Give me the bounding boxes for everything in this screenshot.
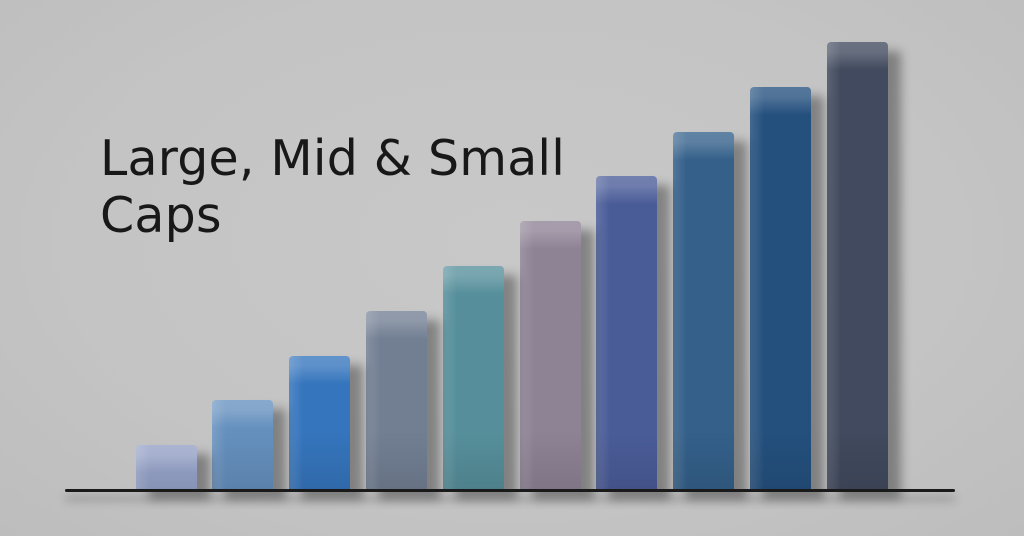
bar-9	[749, 87, 811, 490]
chart-title: Large, Mid & Small Caps	[100, 130, 565, 244]
bar-5	[442, 266, 504, 490]
bar-2	[212, 400, 274, 490]
chart-title-line1: Large, Mid & Small	[100, 130, 566, 187]
bar-8	[673, 132, 735, 490]
bar-6	[519, 221, 581, 490]
chart-title-line2: Caps	[100, 187, 222, 244]
bar-1	[135, 445, 197, 490]
bar-4	[365, 311, 427, 490]
x-axis-baseline	[65, 489, 955, 492]
bar-3	[289, 356, 351, 490]
bar-10	[826, 42, 888, 490]
bar-7	[596, 176, 658, 490]
